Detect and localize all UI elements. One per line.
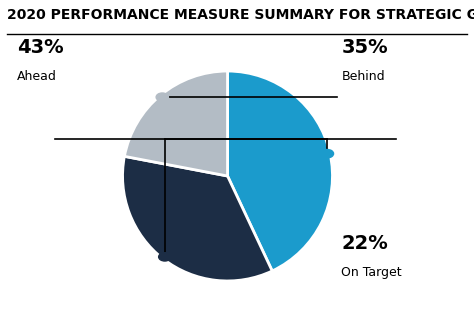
Wedge shape	[123, 156, 272, 281]
Text: Behind: Behind	[341, 70, 385, 84]
Text: 22%: 22%	[341, 234, 388, 252]
Text: On Target: On Target	[341, 266, 402, 279]
Wedge shape	[228, 71, 332, 271]
Text: Ahead: Ahead	[17, 70, 56, 84]
Text: 2020 PERFORMANCE MEASURE SUMMARY FOR STRATEGIC GOAL 2:: 2020 PERFORMANCE MEASURE SUMMARY FOR STR…	[7, 8, 474, 22]
Wedge shape	[124, 71, 228, 176]
Text: 43%: 43%	[17, 38, 63, 57]
Text: 35%: 35%	[341, 38, 388, 57]
